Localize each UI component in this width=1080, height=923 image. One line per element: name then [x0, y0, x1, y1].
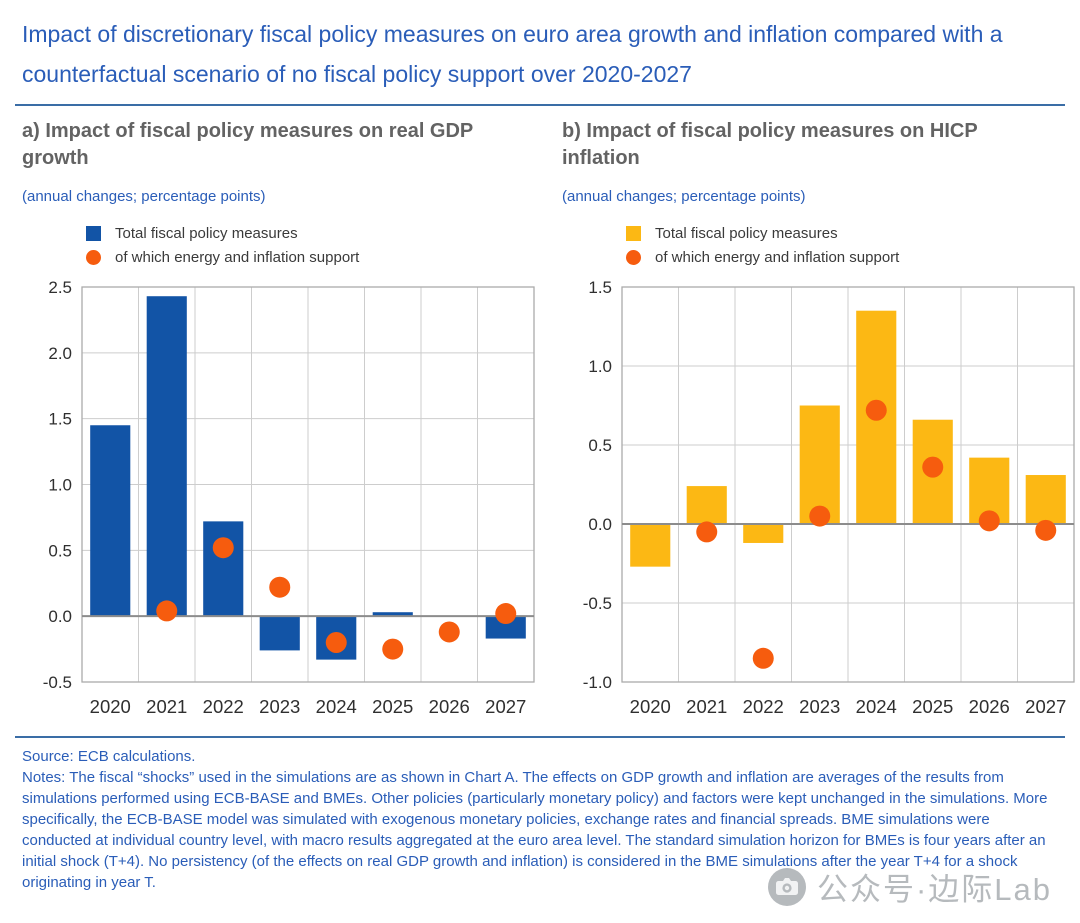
svg-text:0.5: 0.5 [588, 436, 612, 455]
panel-hicp: b) Impact of fiscal policy measures on H… [540, 106, 1080, 732]
svg-text:2026: 2026 [969, 696, 1010, 717]
svg-text:2021: 2021 [686, 696, 727, 717]
svg-text:2021: 2021 [146, 696, 187, 717]
svg-text:2027: 2027 [1025, 696, 1066, 717]
svg-text:2025: 2025 [372, 696, 413, 717]
figure-title: Impact of discretionary fiscal policy me… [22, 21, 1003, 87]
dot-swatch-icon [86, 249, 101, 265]
svg-text:0.0: 0.0 [48, 607, 72, 626]
panel-gdp-heading: a) Impact of fiscal policy measures on r… [22, 120, 473, 169]
panel-hicp-legend: Total fiscal policy measures of which en… [626, 221, 1070, 269]
svg-text:-1.0: -1.0 [583, 673, 612, 692]
footer-notes: Source: ECB calculations. Notes: The fis… [0, 738, 1080, 893]
svg-text:0.5: 0.5 [48, 541, 72, 560]
svg-text:2027: 2027 [485, 696, 526, 717]
legend-label-total: Total fiscal policy measures [655, 224, 838, 242]
chart-panels: a) Impact of fiscal policy measures on r… [0, 106, 1080, 732]
legend-label-energy: of which energy and inflation support [115, 248, 360, 266]
hicp-chart: -1.0 -0.5 0.0 0.5 1.0 1.5 2020 2021 2022 2023 2024… [562, 275, 1075, 732]
legend-label-energy: of which energy and inflation support [655, 248, 900, 266]
bar-swatch-icon [626, 225, 641, 241]
svg-text:2023: 2023 [259, 696, 300, 717]
legend-label-total: Total fiscal policy measures [115, 224, 298, 242]
svg-text:2025: 2025 [912, 696, 953, 717]
svg-text:-0.5: -0.5 [43, 673, 72, 692]
svg-text:2022: 2022 [203, 696, 244, 717]
svg-text:1.0: 1.0 [48, 476, 72, 495]
dot-swatch-icon [626, 249, 641, 265]
svg-text:2020: 2020 [90, 696, 131, 717]
svg-text:2024: 2024 [316, 696, 357, 717]
legend-item-energy: of which energy and inflation support [626, 245, 1070, 269]
title-divider [15, 104, 1065, 106]
svg-text:2026: 2026 [429, 696, 470, 717]
svg-text:2024: 2024 [856, 696, 897, 717]
source-line: Source: ECB calculations. [22, 748, 196, 765]
legend-item-total: Total fiscal policy measures [626, 221, 1070, 245]
footer-divider [15, 736, 1065, 738]
panel-gdp: a) Impact of fiscal policy measures on r… [0, 106, 540, 732]
panel-gdp-legend: Total fiscal policy measures of which en… [86, 221, 530, 269]
panel-gdp-subtitle: (annual changes; percentage points) [22, 188, 266, 205]
svg-text:-0.5: -0.5 [583, 594, 612, 613]
panel-hicp-subtitle: (annual changes; percentage points) [562, 188, 806, 205]
svg-text:2022: 2022 [743, 696, 784, 717]
panel-hicp-heading: b) Impact of fiscal policy measures on H… [562, 120, 978, 169]
svg-text:0.0: 0.0 [588, 515, 612, 534]
legend-item-total: Total fiscal policy measures [86, 221, 530, 245]
gdp-chart: -0.5 0.0 0.5 1.0 1.5 2.0 2.5 2020 2021 2022 2023 20… [22, 275, 535, 732]
svg-text:1.5: 1.5 [588, 278, 612, 297]
notes-paragraph: Notes: The fiscal “shocks” used in the s… [22, 769, 1048, 891]
svg-text:2020: 2020 [630, 696, 671, 717]
svg-text:2.0: 2.0 [48, 344, 72, 363]
svg-text:1.5: 1.5 [48, 410, 72, 429]
svg-text:2.5: 2.5 [48, 278, 72, 297]
legend-item-energy: of which energy and inflation support [86, 245, 530, 269]
bar-swatch-icon [86, 225, 101, 241]
svg-text:2023: 2023 [799, 696, 840, 717]
svg-text:1.0: 1.0 [588, 357, 612, 376]
